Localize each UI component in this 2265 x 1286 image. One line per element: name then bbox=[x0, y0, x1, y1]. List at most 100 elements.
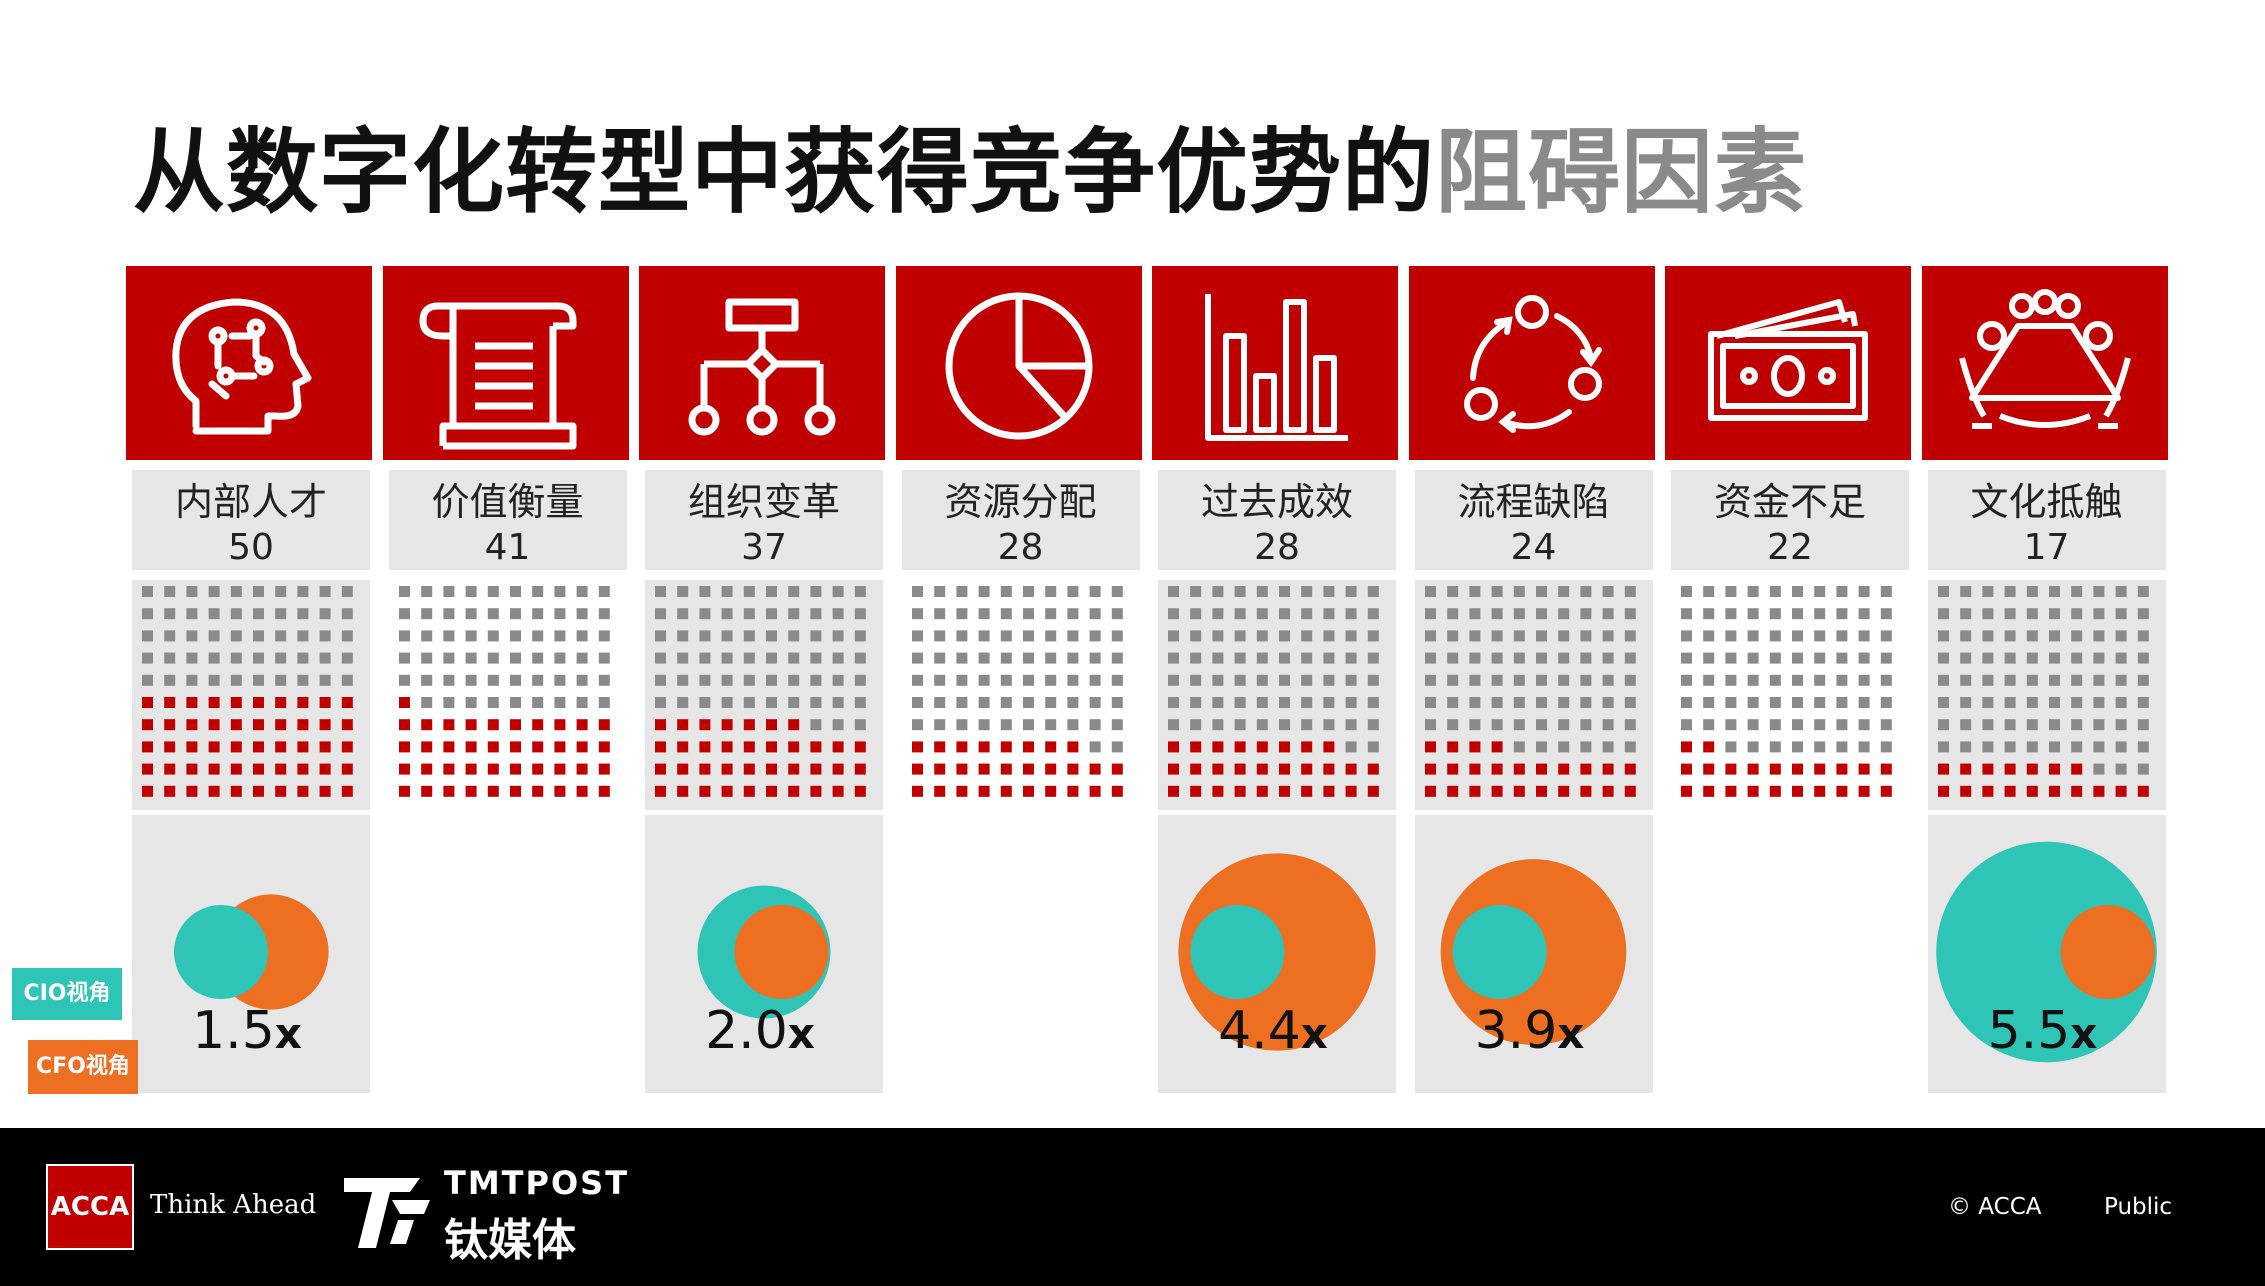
waffle-square-grey bbox=[1725, 630, 1737, 642]
waffle-square-grey bbox=[275, 608, 287, 620]
waffle-square-red bbox=[1044, 741, 1056, 753]
waffle-square-red bbox=[186, 785, 198, 797]
waffle-square-red bbox=[230, 763, 242, 775]
waffle-square-grey bbox=[1579, 741, 1591, 753]
waffle-square-red bbox=[465, 785, 477, 797]
waffle-square-grey bbox=[2137, 741, 2149, 753]
waffle-square-grey bbox=[854, 674, 866, 686]
waffle-square-red bbox=[208, 697, 220, 708]
waffle-square-red bbox=[398, 741, 410, 753]
waffle-square-red bbox=[1022, 763, 1034, 775]
waffle-square-grey bbox=[1234, 652, 1246, 664]
waffle-square-grey bbox=[465, 608, 477, 620]
waffle-square-red bbox=[1022, 785, 1034, 797]
waffle-square-grey bbox=[1624, 697, 1636, 708]
waffle-square-red bbox=[1089, 785, 1101, 797]
waffle-square-grey bbox=[1468, 630, 1480, 642]
waffle-square-grey bbox=[142, 674, 153, 686]
waffle-square-red bbox=[743, 741, 755, 753]
waffle-square-grey bbox=[1747, 674, 1759, 686]
waffle-square-grey bbox=[655, 697, 666, 708]
waffle-square-red bbox=[933, 763, 945, 775]
waffle-square-red bbox=[1000, 741, 1012, 753]
footer-bar: ACCA Think Ahead TMTPOST 钛媒体 © ACCA Publ… bbox=[0, 1128, 2265, 1286]
waffle-square-red bbox=[1111, 785, 1123, 797]
waffle-square-grey bbox=[1703, 697, 1715, 708]
waffle-square-grey bbox=[253, 630, 264, 642]
waffle-square-grey bbox=[1557, 697, 1569, 708]
waffle-square-grey bbox=[1111, 630, 1123, 642]
waffle-square-red bbox=[208, 741, 220, 753]
waffle-square-red bbox=[1491, 741, 1503, 753]
waffle-square-grey bbox=[598, 630, 610, 642]
waffle-square-grey bbox=[2048, 586, 2060, 597]
waffle-square-red bbox=[655, 741, 666, 753]
waffle-square-grey bbox=[1792, 586, 1803, 597]
waffle-grid bbox=[142, 586, 353, 797]
waffle-square-grey bbox=[1557, 608, 1569, 620]
waffle-square-red bbox=[832, 785, 844, 797]
waffle-square-red bbox=[1769, 785, 1781, 797]
classification-text: Public bbox=[2104, 1194, 2173, 1220]
waffle-square-grey bbox=[832, 608, 844, 620]
waffle-square-grey bbox=[1725, 652, 1737, 664]
waffle-square-grey bbox=[1066, 697, 1078, 708]
waffle-square-grey bbox=[2048, 674, 2060, 686]
waffle-square-red bbox=[677, 763, 689, 775]
waffle-square-red bbox=[810, 763, 822, 775]
waffle-square-red bbox=[1880, 785, 1892, 797]
waffle-square-grey bbox=[509, 586, 521, 597]
waffle-square-grey bbox=[420, 630, 432, 642]
waffle-square-grey bbox=[1624, 674, 1636, 686]
waffle-square-grey bbox=[398, 608, 410, 620]
category-name: 文化抵触 bbox=[1970, 480, 2123, 524]
waffle-square-red bbox=[854, 763, 866, 775]
waffle-square-grey bbox=[1747, 630, 1759, 642]
waffle-square-red bbox=[553, 719, 565, 731]
waffle-square-red bbox=[911, 741, 923, 753]
waffle-square-red bbox=[721, 763, 733, 775]
waffle-square-grey bbox=[1446, 652, 1458, 664]
waffle-square-grey bbox=[142, 586, 153, 597]
waffle-square-grey bbox=[576, 608, 588, 620]
waffle-square-grey bbox=[2004, 697, 2016, 708]
waffle-square-grey bbox=[1725, 697, 1737, 708]
waffle-square-red bbox=[699, 763, 711, 775]
waffle-square-grey bbox=[2026, 586, 2038, 597]
waffle-square-grey bbox=[341, 630, 353, 642]
waffle-square-grey bbox=[1981, 652, 1993, 664]
waffle-square-grey bbox=[1000, 608, 1012, 620]
waffle-square-red bbox=[465, 719, 477, 731]
waffle-square-grey bbox=[1044, 630, 1056, 642]
waffle-square-red bbox=[1624, 785, 1636, 797]
waffle-square-grey bbox=[142, 652, 153, 664]
waffle-square-grey bbox=[1279, 586, 1290, 597]
legend-cio: CIO视角 bbox=[12, 968, 122, 1020]
waffle-square-red bbox=[319, 785, 331, 797]
waffle-square-grey bbox=[186, 586, 198, 597]
waffle-square-grey bbox=[1168, 697, 1179, 708]
waffle-square-red bbox=[677, 719, 689, 731]
waffle-square-red bbox=[933, 741, 945, 753]
waffle-square-grey bbox=[721, 586, 733, 597]
waffle-square-grey bbox=[911, 586, 923, 597]
waffle-square-grey bbox=[1491, 719, 1503, 731]
waffle-square-red bbox=[1602, 763, 1614, 775]
waffle-square-grey bbox=[341, 674, 353, 686]
waffle-square-red bbox=[1792, 763, 1803, 775]
waffle-square-red bbox=[2026, 785, 2038, 797]
waffle-square-grey bbox=[788, 630, 800, 642]
waffle-square-grey bbox=[208, 608, 220, 620]
waffle-square-grey bbox=[1345, 719, 1357, 731]
waffle-square-grey bbox=[465, 674, 477, 686]
waffle-square-grey bbox=[766, 586, 777, 597]
waffle-square-red bbox=[319, 719, 331, 731]
waffle-square-grey bbox=[1066, 652, 1078, 664]
waffle-square-grey bbox=[1681, 697, 1692, 708]
scroll-document-icon bbox=[382, 266, 629, 460]
waffle-square-red bbox=[598, 785, 610, 797]
waffle-square-grey bbox=[1022, 674, 1034, 686]
waffle-square-grey bbox=[1111, 741, 1123, 753]
waffle-square-grey bbox=[1681, 719, 1692, 731]
tagline: Think Ahead bbox=[150, 1190, 317, 1220]
